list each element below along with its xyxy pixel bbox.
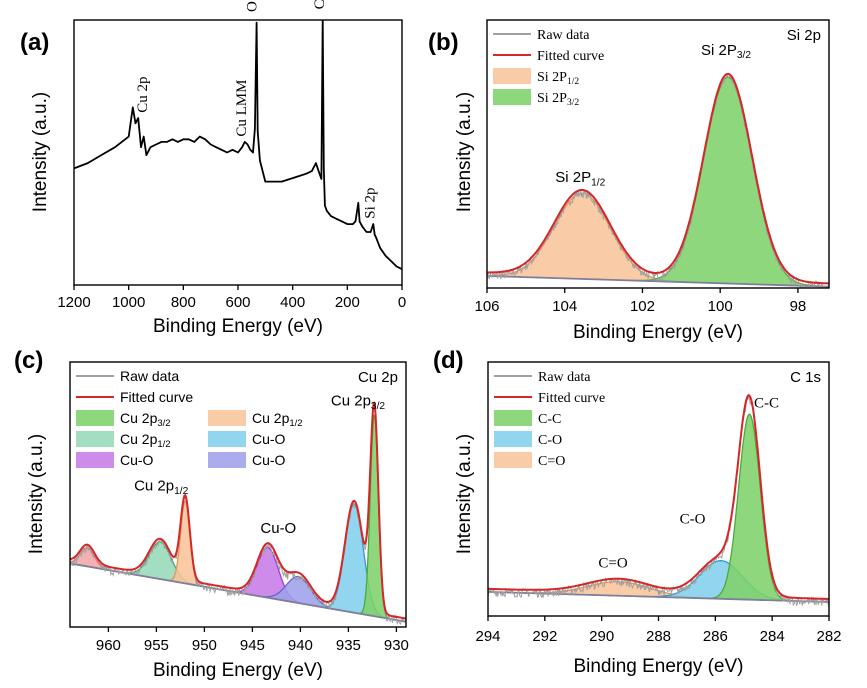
legend-label-3: C-C (538, 412, 561, 427)
peak-annotation: Si 2P1/2 (555, 169, 605, 188)
x-tick-label: 1200 (57, 294, 90, 311)
panel-letter: (b) (428, 29, 459, 56)
x-axis-title: Binding Energy (eV) (153, 316, 323, 337)
x-tick-label: 400 (280, 294, 305, 311)
legend-swatch-3 (76, 410, 114, 426)
legend-label-2: Fitted curve (120, 389, 193, 405)
x-axis-title: Binding Energy (eV) (573, 322, 743, 343)
y-axis-title: Intensity (a.u.) (454, 92, 475, 212)
x-tick-label: 960 (96, 637, 121, 654)
panel-letter: (c) (14, 347, 43, 374)
peak-annotation: O 1s (245, 0, 261, 12)
peak-6 (70, 504, 406, 622)
xps-figure: 1200 1000 800 600 400 200 0 Binding Energy (eV)… (0, 0, 867, 688)
peak-annotation: C-O (680, 511, 706, 527)
legend-swatch-7 (76, 452, 114, 468)
panel-4: Raw data Fitted curve C-C C-O C=O C 1s 294 292 2… (433, 347, 842, 677)
peak-annotation: Cu LMM (234, 80, 250, 137)
legend-label-1: Raw data (538, 370, 591, 385)
legend-label-4: Cu 2p1/2 (252, 410, 303, 429)
peak-annotation: Si 2p (363, 187, 379, 218)
raw-data-line (488, 396, 829, 605)
x-tick-label: 800 (171, 294, 196, 311)
x-tick-label: 288 (646, 628, 671, 645)
x-axis-title: Binding Energy (eV) (153, 660, 323, 681)
legend-swatch-5 (494, 452, 532, 468)
x-tick-label: 282 (816, 628, 841, 645)
corner-label: C 1s (790, 369, 821, 386)
x-tick-label: 200 (335, 294, 360, 311)
legend-label-5: C=O (538, 454, 565, 469)
peak-annotation: Cu 2p1/2 (134, 478, 189, 497)
x-tick-label: 104 (552, 298, 577, 315)
legend-label-5: Cu 2p1/2 (120, 431, 171, 450)
x-tick-label: 600 (225, 294, 250, 311)
legend-label-2: Fitted curve (538, 391, 605, 406)
x-tick-label: 294 (475, 628, 500, 645)
legend-swatch-8 (208, 452, 246, 468)
legend-label-2: Fitted curve (537, 49, 604, 64)
x-tick-label: 0 (398, 294, 406, 311)
peak-annotation: C-C (754, 396, 779, 412)
peak-annotation: Cu 2p3/2 (331, 393, 386, 412)
y-axis-title: Intensity (a.u.) (26, 434, 47, 554)
plot-area (74, 17, 402, 269)
panel-letter: (a) (20, 29, 49, 56)
x-tick-label: 290 (589, 628, 614, 645)
peak-annotation: Cu 2p (135, 76, 151, 112)
legend-label-1: Raw data (120, 368, 179, 384)
x-tick-label: 286 (703, 628, 728, 645)
panel-letter: (d) (433, 347, 464, 374)
x-tick-label: 955 (144, 637, 169, 654)
panel-1: 1200 1000 800 600 400 200 0 Binding Energy (eV)… (20, 0, 406, 337)
legend-swatch-5 (76, 431, 114, 447)
x-tick-label: 106 (474, 298, 499, 315)
corner-label: Cu 2p (358, 369, 398, 386)
legend-label-8: Cu-O (252, 452, 286, 468)
x-tick-label: 935 (336, 637, 361, 654)
legend-swatch-4 (494, 431, 532, 447)
corner-label: Si 2p (787, 27, 821, 44)
legend-swatch-6 (208, 431, 246, 447)
legend-swatch-3 (494, 410, 532, 426)
x-tick-label: 930 (384, 637, 409, 654)
x-tick-label: 1000 (112, 294, 145, 311)
legend-label-6: Cu-O (252, 431, 286, 447)
panel-3: Raw data Fitted curve Cu 2p3/2 Cu 2p1/2 Cu 2… (14, 347, 409, 681)
legend-label-7: Cu-O (120, 452, 154, 468)
peak-annotation: C 1s (312, 0, 328, 9)
panel-2: Raw data Fitted curve Si 2P1/2 Si 2P3/2 Si 2… (428, 20, 829, 343)
legend-label-1: Raw data (537, 28, 590, 43)
legend-swatch-4 (208, 410, 246, 426)
legend-label-3: Cu 2p3/2 (120, 410, 171, 429)
x-tick-label: 100 (708, 298, 733, 315)
peak-annotation: Si 2P3/2 (701, 42, 751, 61)
x-tick-label: 945 (240, 637, 265, 654)
peak-annotation: Cu-O (260, 520, 296, 537)
spectrum-line (74, 17, 402, 269)
legend-swatch-4 (493, 89, 531, 105)
x-tick-label: 102 (630, 298, 655, 315)
legend-label-3: Si 2P1/2 (537, 70, 579, 87)
y-axis-title: Intensity (a.u.) (454, 434, 475, 554)
peak-annotation: C=O (598, 556, 627, 572)
x-tick-label: 940 (288, 637, 313, 654)
plot-area (487, 74, 829, 291)
legend-label-4: C-O (538, 433, 562, 448)
x-tick-label: 98 (790, 298, 807, 315)
legend-swatch-3 (493, 68, 531, 84)
x-tick-label: 284 (760, 628, 785, 645)
x-tick-label: 950 (192, 637, 217, 654)
x-axis-title: Binding Energy (eV) (573, 656, 743, 677)
y-axis-title: Intensity (a.u.) (30, 92, 51, 212)
x-tick-label: 292 (532, 628, 557, 645)
legend-label-4: Si 2P3/2 (537, 91, 579, 108)
